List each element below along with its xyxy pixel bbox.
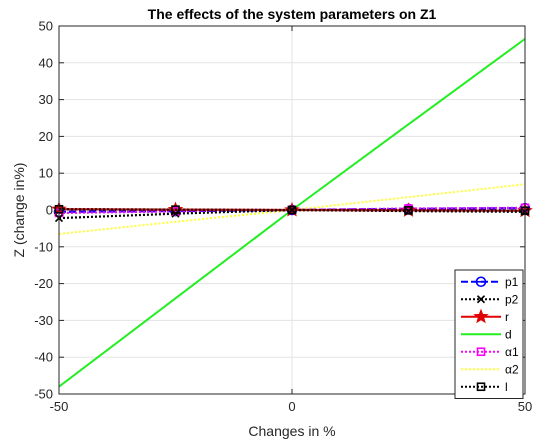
x-tick-label: 0	[288, 399, 295, 414]
series-line-l	[58, 208, 526, 212]
y-tick-label: -50	[34, 387, 53, 402]
legend-item-r: r	[461, 308, 509, 324]
y-tick-label: 0	[46, 203, 53, 218]
legend-item-α1: α1	[461, 345, 519, 359]
legend: p1 p2 rd α1 α2 l	[454, 269, 524, 399]
data-point-l	[171, 205, 180, 214]
y-tick-label: 20	[39, 129, 53, 144]
legend-label: α1	[505, 345, 519, 359]
legend-item-p1: p1	[461, 275, 519, 289]
x-tick-label: 50	[518, 399, 532, 414]
legend-item-p2: p2	[461, 292, 519, 306]
legend-item-α2: α2	[461, 362, 519, 376]
y-tick-label: 10	[39, 166, 53, 181]
data-point-l	[404, 206, 413, 215]
legend-label: r	[505, 310, 509, 324]
y-axis-label: Z (change in%)	[11, 163, 27, 258]
tick-labels: -50 -40 -30 -20 -10 0 10 20 30 40 50 -50 0 50	[34, 19, 532, 415]
y-tick-label: 30	[39, 92, 53, 107]
chart-title: The effects of the system parameters on …	[148, 6, 437, 22]
legend-marker	[476, 382, 486, 392]
legend-item-d: d	[461, 327, 512, 341]
legend-marker	[476, 347, 486, 357]
y-tick-label: -20	[34, 276, 53, 291]
y-tick-label: 40	[39, 55, 53, 70]
x-tick-label: -50	[50, 399, 69, 414]
legend-label: l	[505, 380, 508, 394]
legend-marker	[476, 295, 486, 304]
x-axis-label: Changes in %	[248, 423, 335, 439]
y-tick-label: -40	[34, 350, 53, 365]
series-layer	[51, 38, 533, 388]
legend-label: p1	[505, 275, 519, 289]
legend-marker	[473, 308, 489, 324]
y-tick-label: -10	[34, 239, 53, 254]
legend-label: d	[505, 327, 512, 341]
legend-label: α2	[505, 362, 519, 376]
legend-item-l: l	[461, 380, 508, 394]
legend-marker	[475, 276, 487, 288]
data-point-l	[287, 205, 297, 215]
legend-label: p2	[505, 292, 519, 306]
y-tick-label: 50	[39, 19, 53, 34]
y-tick-label: -30	[34, 313, 53, 328]
